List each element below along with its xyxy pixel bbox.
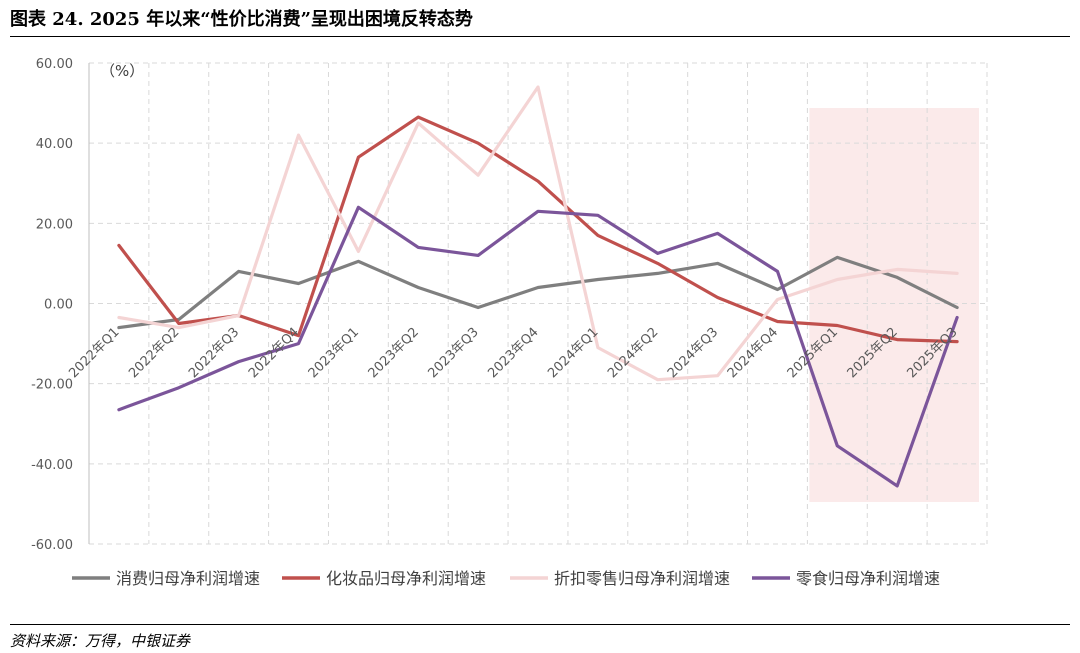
x-tick-label: 2024年Q1 <box>545 325 601 381</box>
y-tick-label: 20.00 <box>36 217 73 232</box>
top-rule <box>10 36 1070 37</box>
series-line-3 <box>117 85 959 382</box>
x-tick-label: 2024年Q3 <box>665 325 721 381</box>
series-line-1 <box>117 255 959 330</box>
y-tick-label: 60.00 <box>36 57 73 72</box>
unit-label: （%） <box>100 62 144 80</box>
x-tick-label: 2022年Q1 <box>66 325 122 381</box>
legend-label: 化妆品归母净利润增速 <box>326 569 486 588</box>
y-tick-label: -20.00 <box>31 378 73 393</box>
x-tick-label: 2023年Q4 <box>485 325 541 381</box>
series-line-2 <box>117 115 959 344</box>
x-tick-label: 2022年Q2 <box>126 325 182 381</box>
series-line-4 <box>117 205 959 488</box>
x-tick-label: 2024年Q2 <box>605 325 661 381</box>
x-tick-label: 2023年Q2 <box>366 325 422 381</box>
x-tick-label: 2023年Q3 <box>426 325 482 381</box>
title-bar: 图表 24. 2025 年以来“性价比消费”呈现出困境反转态势 <box>10 8 1070 36</box>
x-tick-label: 2023年Q1 <box>306 325 362 381</box>
legend-label: 消费归母净利润增速 <box>116 569 260 588</box>
source-note: 资料来源：万得，中银证券 <box>10 632 191 650</box>
legend-label: 折扣零售归母净利润增速 <box>554 569 730 588</box>
page-title: 图表 24. 2025 年以来“性价比消费”呈现出困境反转态势 <box>10 9 473 30</box>
legend-label: 零食归母净利润增速 <box>796 569 940 588</box>
y-tick-label: 40.00 <box>36 137 73 152</box>
y-tick-label: -60.00 <box>31 538 73 553</box>
y-tick-label: 0.00 <box>44 298 73 313</box>
x-tick-label: 2022年Q4 <box>246 325 302 381</box>
x-tick-label: 2024年Q4 <box>725 325 781 381</box>
bottom-rule <box>10 624 1070 625</box>
y-tick-label: -40.00 <box>31 458 73 473</box>
